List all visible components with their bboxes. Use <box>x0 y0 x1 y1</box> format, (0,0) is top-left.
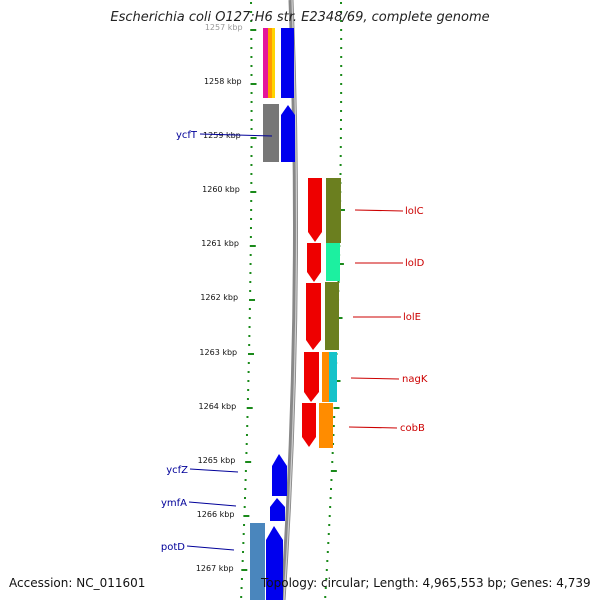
gene-label: cobB <box>400 423 425 434</box>
tick-label: 1264 kbp <box>199 402 237 411</box>
gene-arrow <box>272 454 287 496</box>
gene-label: ycfZ <box>166 465 188 476</box>
cog-band-left <box>250 28 279 600</box>
tick-label: 1257 kbp <box>205 23 243 32</box>
gene-label: nagK <box>402 374 428 385</box>
tick-label: 1258 kbp <box>204 77 242 86</box>
tick-label: 1266 kbp <box>197 510 235 519</box>
cog-band-right <box>319 178 341 448</box>
accession-label: Accession: NC_011601 <box>9 576 146 590</box>
gene-label: lolD <box>405 258 425 269</box>
gene-labels-left: ycfT ycfZ ymfA potD <box>161 130 273 553</box>
gene-label: lolE <box>403 312 421 323</box>
gene-arrow <box>281 28 294 98</box>
gene-arrow <box>307 243 321 282</box>
gene-label: lolC <box>405 206 424 217</box>
reverse-genes <box>302 178 322 447</box>
tick-label: 1267 kbp <box>196 564 234 573</box>
forward-genes <box>266 28 295 600</box>
tick-label: 1259 kbp <box>203 131 241 140</box>
genome-summary: Topology: circular; Length: 4,965,553 bp… <box>261 576 591 590</box>
gene-arrow <box>308 178 322 242</box>
gene-arrow <box>270 498 285 521</box>
gene-label: potD <box>161 542 185 553</box>
tick-label: 1265 kbp <box>198 456 236 465</box>
dotted-ring-left <box>240 2 257 598</box>
tick-label: 1263 kbp <box>199 348 237 357</box>
gene-label: ymfA <box>161 498 187 509</box>
gene-arrow <box>266 526 283 600</box>
map-title: Escherichia coli O127:H6 str. E2348/69, … <box>110 10 490 25</box>
tick-label: 1260 kbp <box>202 185 240 194</box>
tick-label: 1261 kbp <box>201 239 239 248</box>
tick-label: 1262 kbp <box>200 293 238 302</box>
gene-labels-right: lolC lolD lolE nagK cobB <box>348 206 428 434</box>
gene-arrow <box>306 283 321 350</box>
gene-arrow <box>304 352 319 402</box>
gene-label: ycfT <box>176 130 198 141</box>
gene-arrow <box>302 403 316 447</box>
gene-arrow <box>281 105 295 162</box>
